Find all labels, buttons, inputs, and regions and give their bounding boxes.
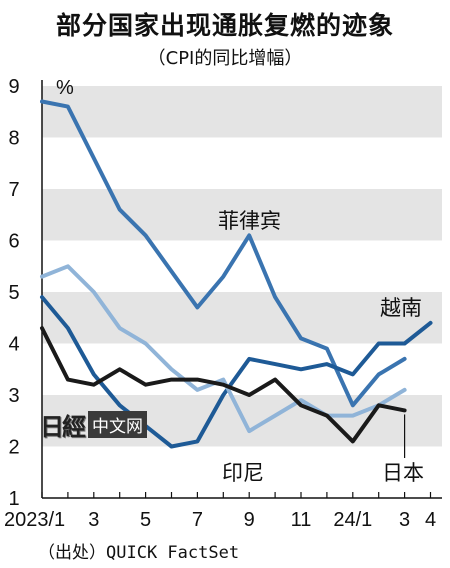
x-tick-label: 5 bbox=[140, 509, 151, 531]
watermark-logo: 日經 bbox=[40, 412, 86, 441]
series-line bbox=[40, 295, 433, 449]
x-tick-label: 4 bbox=[425, 509, 436, 531]
x-tick-label: 24/1 bbox=[333, 509, 372, 531]
series-line bbox=[40, 326, 407, 444]
x-tick-labels: 2023/1 3 5 7 9 11 24/1 3 4 bbox=[4, 509, 436, 531]
y-tick-label: 5 bbox=[8, 282, 19, 304]
source-note: （出处）QUICK FactSet bbox=[38, 543, 240, 563]
y-tick-label: 9 bbox=[8, 76, 19, 98]
x-tick-label: 9 bbox=[244, 509, 255, 531]
y-tick-label: 7 bbox=[8, 179, 19, 201]
y-tick-label: 1 bbox=[8, 488, 19, 510]
watermark-box: 中文网 bbox=[88, 411, 147, 438]
grid-band bbox=[42, 292, 442, 344]
x-tick-label: 7 bbox=[192, 509, 203, 531]
series-line bbox=[40, 264, 407, 434]
y-unit-label: % bbox=[56, 77, 74, 99]
watermark: 日經 中文网 bbox=[40, 407, 147, 442]
grid-band bbox=[42, 86, 442, 138]
x-tick-label: 3 bbox=[88, 509, 99, 531]
series-label: 印尼 bbox=[222, 461, 264, 485]
y-tick-label: 3 bbox=[8, 385, 19, 407]
x-tick-label: 2023/1 bbox=[4, 509, 65, 531]
grid-band bbox=[42, 189, 442, 241]
y-tick-label: 2 bbox=[8, 437, 19, 459]
series-line bbox=[40, 99, 407, 408]
x-tick-label: 3 bbox=[399, 509, 410, 531]
series-label: 菲律宾 bbox=[218, 209, 281, 233]
y-tick-labels: 1 2 3 4 5 6 7 8 9 bbox=[8, 76, 19, 510]
series-lines bbox=[40, 99, 433, 449]
series-label: 越南 bbox=[380, 296, 422, 320]
series-label: 日本 bbox=[382, 461, 424, 485]
chart-title: 部分国家出现通胀复燃的迹象 bbox=[55, 11, 394, 40]
chart-subtitle: （CPI的同比增幅） bbox=[147, 48, 303, 69]
y-tick-label: 8 bbox=[8, 128, 19, 150]
x-tick-label: 11 bbox=[291, 509, 312, 531]
y-tick-label: 4 bbox=[8, 334, 19, 356]
axes bbox=[41, 80, 442, 499]
y-tick-label: 6 bbox=[8, 231, 19, 253]
